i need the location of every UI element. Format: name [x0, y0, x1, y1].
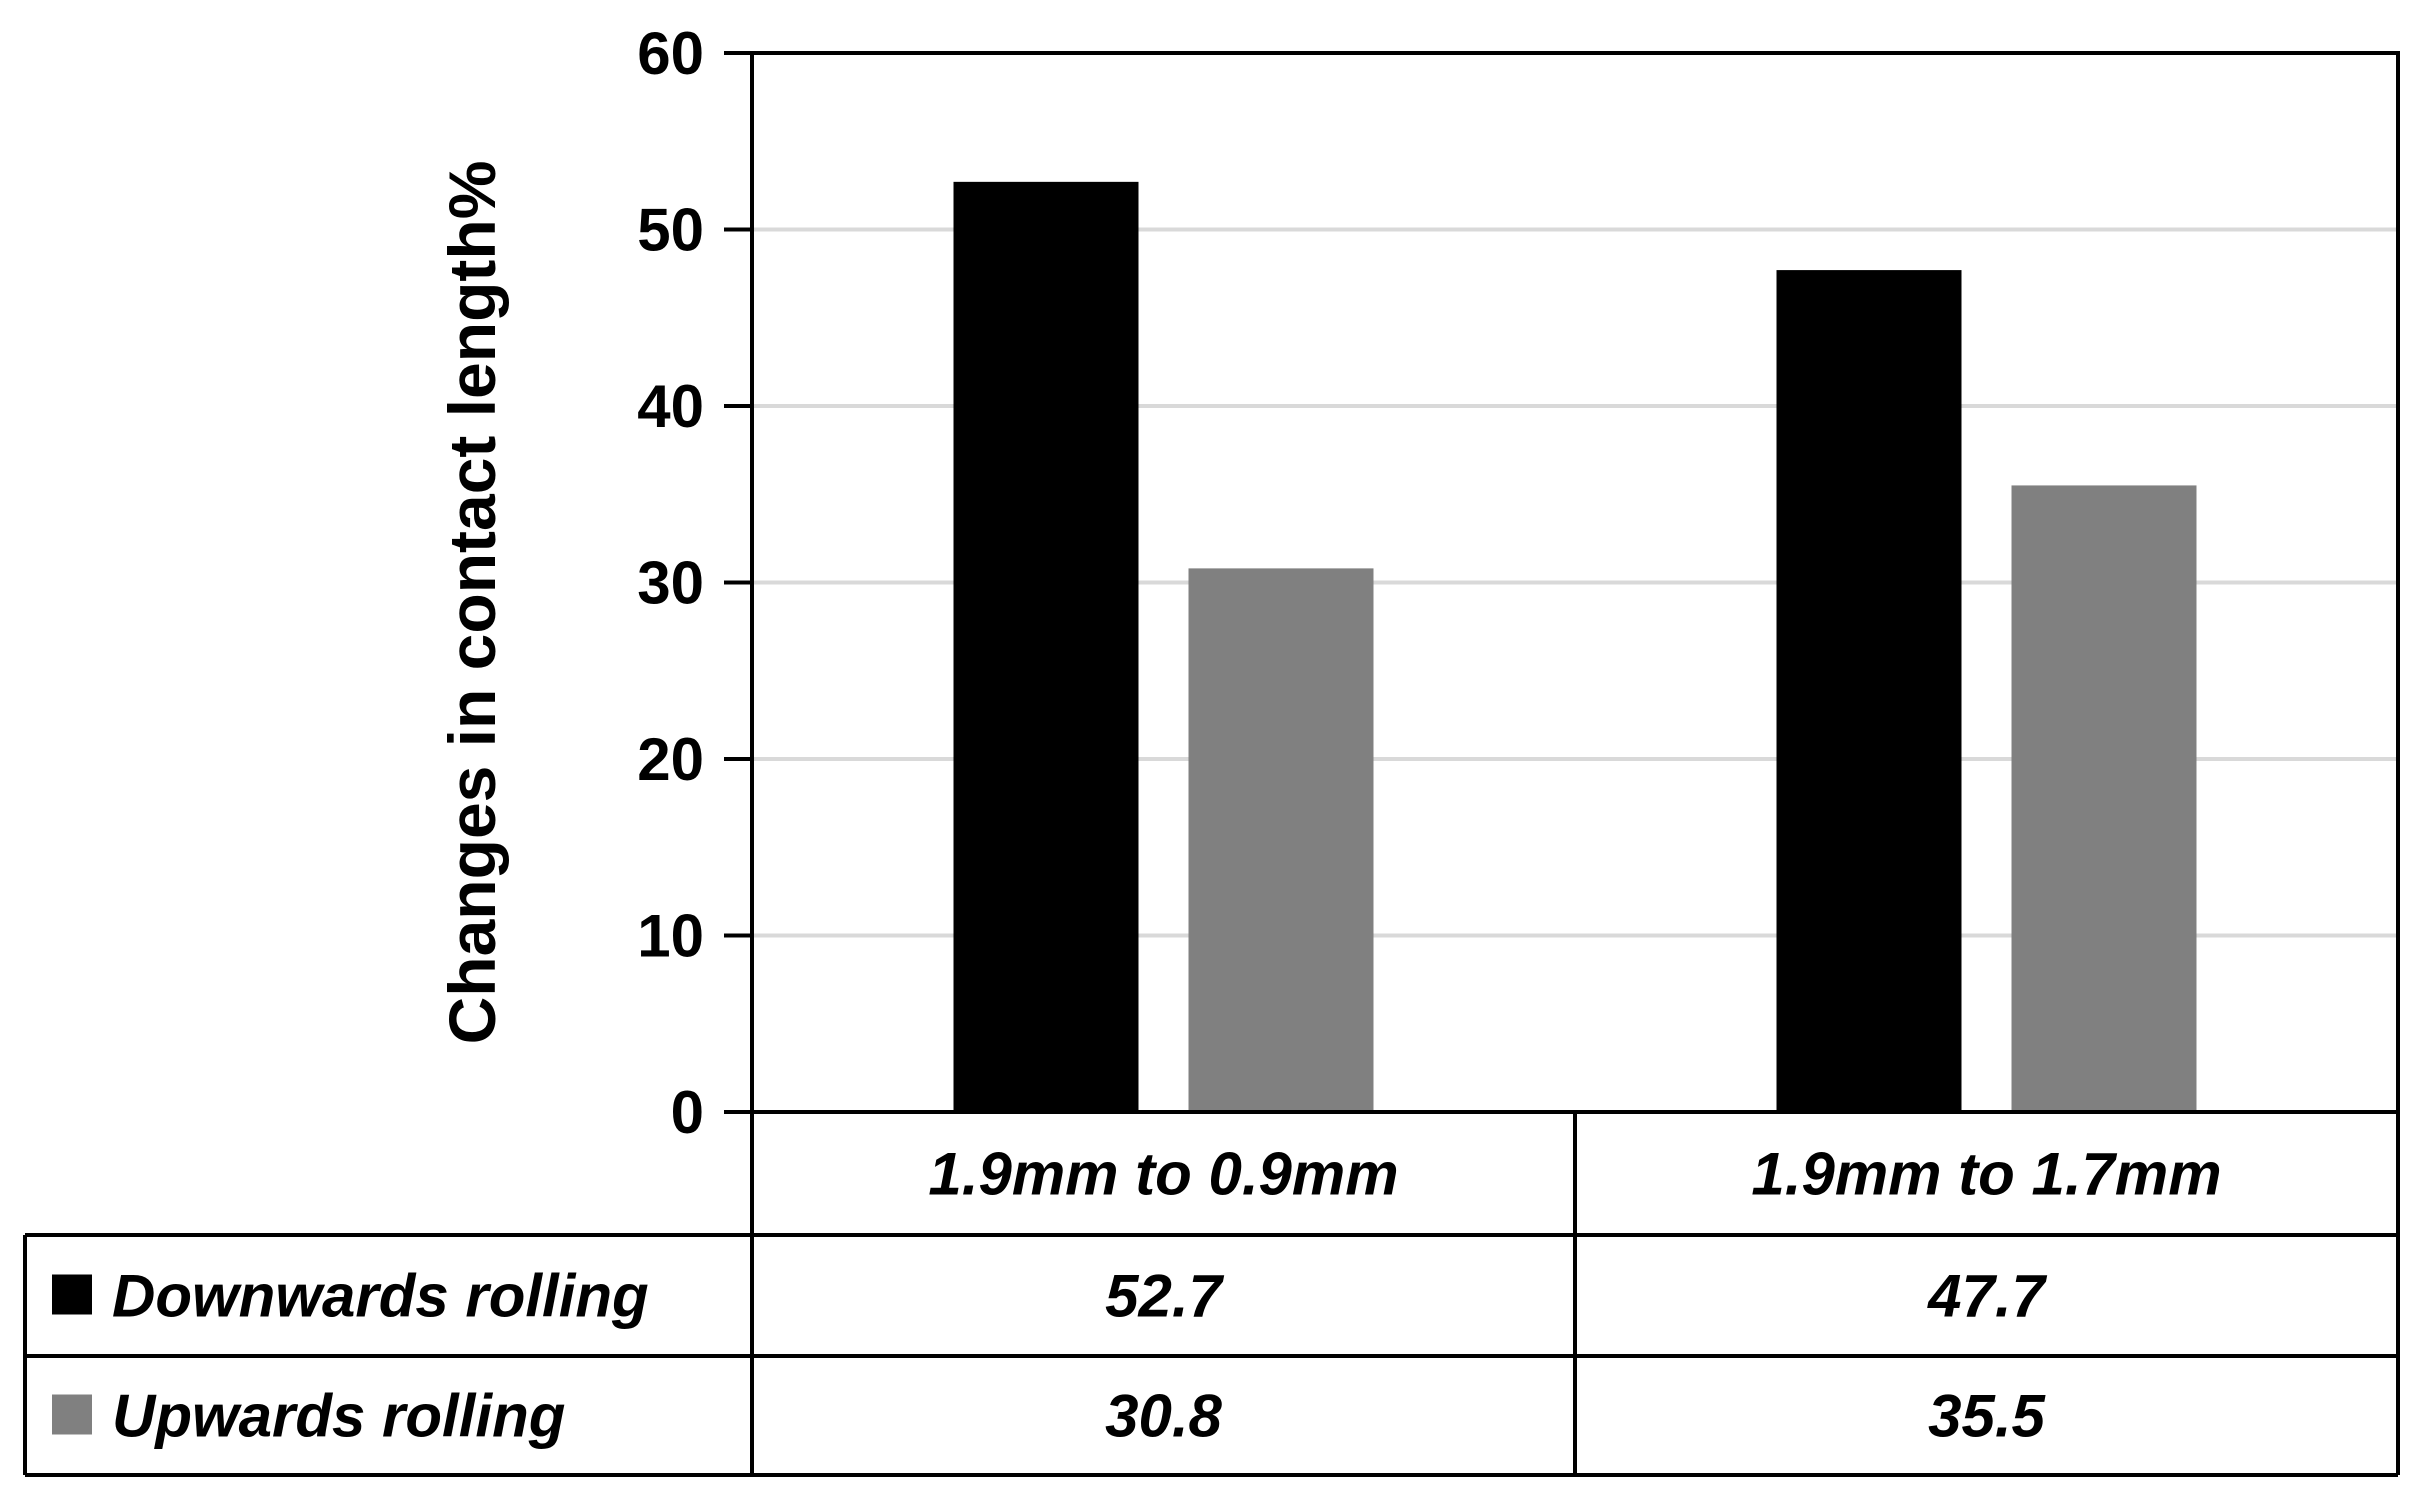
category-label: 1.9mm to 0.9mm	[928, 1141, 1398, 1208]
y-tick-label: 30	[637, 550, 704, 617]
table-value: 47.7	[1927, 1263, 2047, 1330]
y-axis-ticks: 0 10 20 30 40 50 60	[637, 20, 752, 1146]
y-tick-label: 60	[637, 20, 704, 87]
bar	[1188, 568, 1374, 1112]
table-value: 35.5	[1928, 1383, 2046, 1450]
legend-swatch	[52, 1274, 92, 1315]
legend-label: Downwards rolling	[112, 1263, 649, 1330]
bar	[953, 181, 1139, 1113]
bar	[2011, 485, 2197, 1112]
table-value: 30.8	[1105, 1383, 1222, 1450]
table-value: 52.7	[1105, 1263, 1224, 1330]
y-tick-label: 40	[637, 373, 704, 440]
y-tick-label: 20	[637, 726, 704, 793]
y-tick-label: 0	[671, 1079, 704, 1146]
category-label: 1.9mm to 1.7mm	[1751, 1141, 2221, 1208]
y-axis-label: Changes in contact length%	[435, 161, 509, 1045]
data-table: 1.9mm to 0.9mm 1.9mm to 1.7mm Downwards ro…	[23, 1110, 2400, 1477]
legend-swatch	[52, 1394, 92, 1435]
bar	[1776, 270, 1962, 1113]
y-tick-label: 10	[637, 903, 704, 970]
legend-label: Upwards rolling	[112, 1383, 565, 1450]
bars	[953, 181, 2197, 1113]
y-tick-label: 50	[637, 197, 704, 264]
